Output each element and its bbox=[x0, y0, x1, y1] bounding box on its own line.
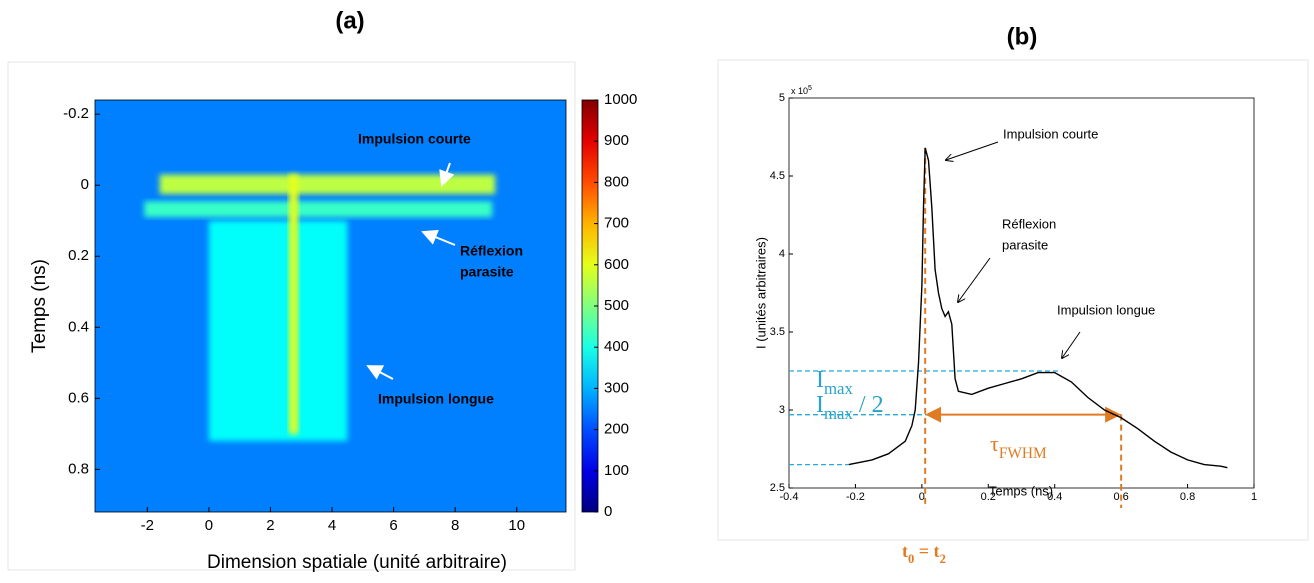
t-label-part: 0 bbox=[908, 552, 914, 566]
x-tick-label: 8 bbox=[451, 517, 459, 534]
y-tick-label: 4 bbox=[779, 248, 785, 260]
annotation-arrow bbox=[366, 365, 394, 380]
imax-label-part: I bbox=[816, 367, 824, 393]
half-max-label-part: / 2 bbox=[853, 392, 884, 418]
annotation: Impulsion longue bbox=[378, 391, 494, 407]
heatmap-region bbox=[144, 201, 493, 218]
x-tick-label: 1 bbox=[1251, 491, 1257, 503]
heatmap-region bbox=[288, 174, 299, 434]
half-max-label-part: max bbox=[824, 404, 854, 423]
annotation: parasite bbox=[460, 264, 514, 280]
x-tick-label: 0.8 bbox=[1180, 491, 1195, 503]
annotation-arrow bbox=[439, 162, 455, 187]
x-tick-label: 0 bbox=[205, 517, 213, 534]
half-max-label-part: I bbox=[816, 392, 824, 418]
annotation-arrow bbox=[1062, 331, 1081, 358]
half-max-label: Imax / 2 bbox=[816, 392, 884, 424]
x-tick-label: 2 bbox=[266, 517, 274, 534]
y-tick-label: 0.6 bbox=[68, 389, 89, 406]
y-multiplier-exponent: 5 bbox=[808, 85, 812, 92]
data-line bbox=[848, 147, 1228, 469]
colorbar-tick-label: 800 bbox=[604, 173, 629, 190]
x-tick-label: 0.4 bbox=[1047, 491, 1062, 503]
y-tick-label: 3 bbox=[779, 404, 785, 416]
panel-frame bbox=[7, 61, 576, 571]
t-label-part: 2 bbox=[940, 552, 946, 566]
y-tick-label: 3.5 bbox=[770, 326, 785, 338]
colorbar-tick-label: 0 bbox=[604, 503, 612, 520]
panel-title: (b) bbox=[1007, 23, 1038, 50]
colorbar-tick-label: 400 bbox=[604, 338, 629, 355]
y-multiplier-base: x 10 bbox=[791, 86, 808, 96]
y-tick-label: 0.8 bbox=[68, 460, 89, 477]
x-tick-label: 0.2 bbox=[981, 491, 996, 503]
x-tick-label: 4 bbox=[328, 517, 336, 534]
panel-frame bbox=[717, 59, 1309, 541]
y-multiplier: x 105 bbox=[791, 85, 812, 96]
tau-label: τFWHM bbox=[990, 431, 1047, 462]
annotation: parasite bbox=[1002, 237, 1048, 252]
colorbar-tick-label: 100 bbox=[604, 462, 629, 479]
tau-label-part: τ bbox=[990, 431, 999, 456]
y-tick-label: 0 bbox=[81, 176, 89, 193]
panel-title: (a) bbox=[335, 7, 364, 34]
x-tick-label: -0.2 bbox=[846, 491, 865, 503]
t-label-part: = t bbox=[914, 541, 939, 561]
x-tick-label: 0 bbox=[919, 491, 925, 503]
plot-frame bbox=[94, 99, 567, 513]
annotation: Impulsion courte bbox=[358, 131, 471, 147]
colorbar-tick-label: 900 bbox=[604, 132, 629, 149]
x-tick-label: 10 bbox=[508, 517, 525, 534]
x-tick-label: 6 bbox=[389, 517, 397, 534]
colorbar-tick-label: 600 bbox=[604, 256, 629, 273]
x-axis-label: Dimension spatiale (unité arbitraire) bbox=[207, 552, 507, 573]
annotation-arrow bbox=[421, 229, 456, 246]
annotation: Réflexion bbox=[460, 243, 523, 259]
annotation-arrow bbox=[946, 141, 999, 160]
y-axis-label: I (unités arbitraires) bbox=[753, 237, 768, 349]
imax-label: Imax bbox=[816, 367, 854, 399]
colorbar-tick-label: 500 bbox=[604, 297, 629, 314]
x-tick-label: -2 bbox=[141, 517, 154, 534]
x-tick-label: -0.4 bbox=[780, 491, 799, 503]
annotation: Impulsion courte bbox=[1003, 126, 1098, 141]
annotation: Impulsion longue bbox=[1057, 302, 1155, 317]
plot-frame bbox=[788, 97, 1255, 489]
annotation: Réflexion bbox=[1002, 216, 1056, 231]
y-tick-label: -0.2 bbox=[63, 105, 89, 122]
colorbar-tick-label: 200 bbox=[604, 421, 629, 438]
y-axis-label: Temps (ns) bbox=[29, 259, 50, 353]
heatmap-region bbox=[159, 174, 496, 195]
y-tick-label: 0.4 bbox=[68, 318, 89, 335]
t-label-part: t bbox=[902, 541, 908, 561]
x-axis-label: Temps (ns) bbox=[989, 483, 1053, 498]
t-label: t0 = t2 bbox=[902, 541, 946, 566]
tau-label-part: FWHM bbox=[999, 445, 1047, 462]
imax-label-part: max bbox=[824, 379, 854, 398]
heatmap bbox=[95, 100, 566, 512]
colorbar-tick-label: 1000 bbox=[604, 91, 637, 108]
annotation-arrow bbox=[958, 257, 991, 302]
colorbar-tick-label: 700 bbox=[604, 215, 629, 232]
y-tick-label: 0.2 bbox=[68, 247, 89, 264]
colorbar-tick-label: 300 bbox=[604, 379, 629, 396]
y-tick-label: 2.5 bbox=[770, 482, 785, 494]
y-tick-label: 4.5 bbox=[770, 170, 785, 182]
heatmap-region bbox=[208, 220, 348, 441]
y-tick-label: 5 bbox=[779, 92, 785, 104]
